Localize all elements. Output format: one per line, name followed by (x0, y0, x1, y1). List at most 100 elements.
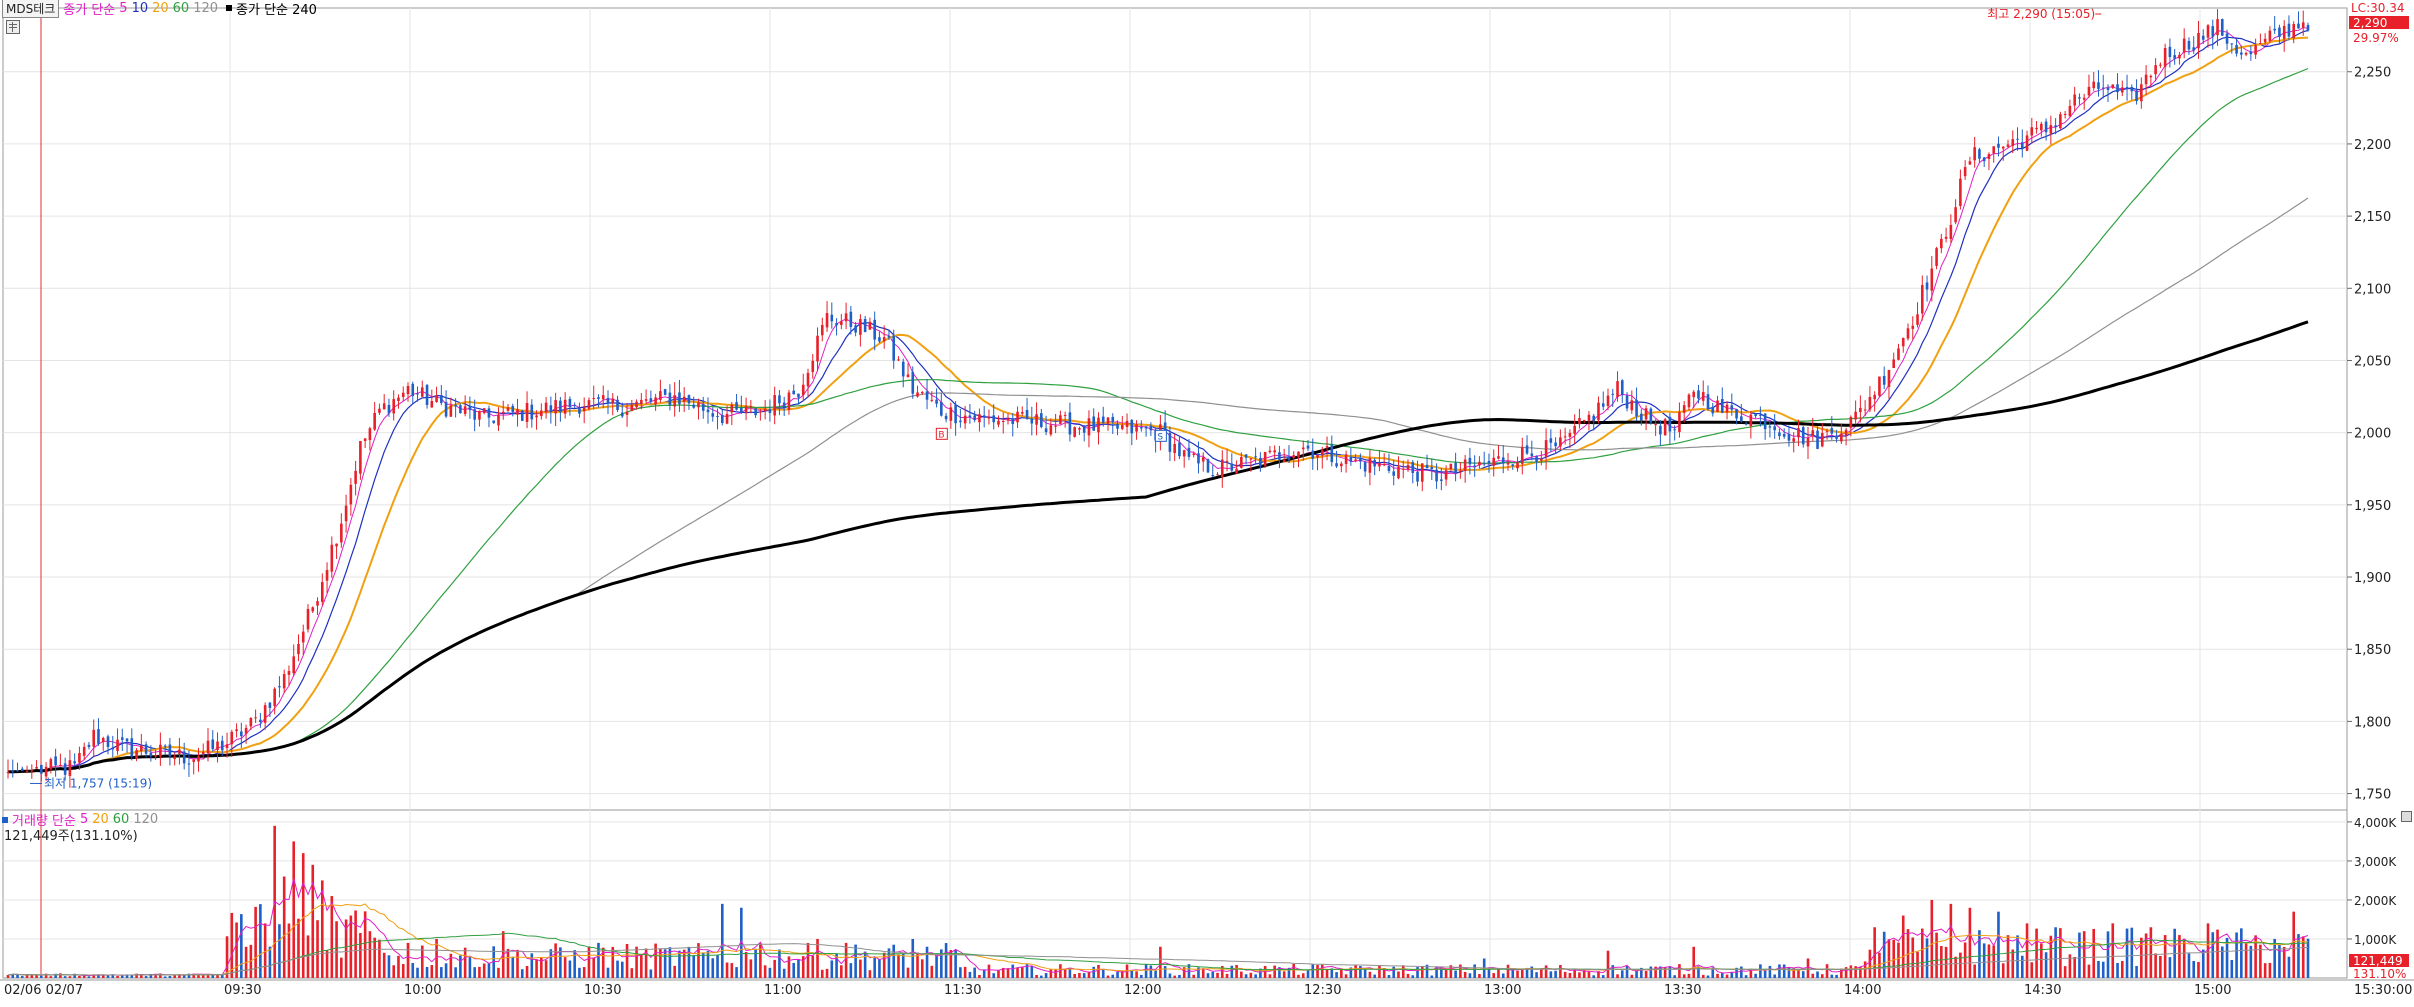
volume-bar (1540, 968, 1543, 978)
candle-body (1935, 248, 1938, 266)
volume-bar (559, 947, 562, 978)
volume-bar (1559, 965, 1562, 978)
volume-bar (206, 974, 210, 978)
volume-bar (1644, 971, 1648, 978)
volume-bar (2292, 911, 2296, 978)
candle-body (1711, 406, 1715, 414)
volume-bar (1678, 964, 1681, 978)
volume-bar (659, 948, 662, 978)
candle-body (492, 420, 496, 424)
volume-bar (192, 973, 196, 978)
candle-body (2216, 19, 2219, 36)
candle-body (1497, 456, 1500, 459)
volume-bar (387, 955, 391, 978)
volume-bar (2144, 933, 2148, 978)
candle-body (11, 770, 15, 772)
volume-bar (1397, 971, 1400, 978)
volume-bar (992, 973, 996, 978)
volume-bar (1030, 966, 1034, 978)
stock-name[interactable]: MDS테크 (2, 0, 60, 18)
volume-bar (392, 965, 396, 978)
volume-bar (2268, 962, 2272, 978)
volume-bar (849, 963, 853, 978)
volume-bar (1111, 974, 1115, 978)
volume-bar (1859, 966, 1862, 978)
candle-body (1344, 454, 1348, 464)
candle-body (2130, 87, 2134, 92)
volume-bar (906, 967, 910, 978)
candle-body (1778, 432, 1781, 437)
volume-bar (1640, 967, 1643, 978)
volume-bar (59, 973, 62, 978)
volume-bar (1835, 974, 1838, 978)
volume-bar (1606, 950, 1610, 978)
volume-bar (1116, 971, 1119, 978)
candle-body (387, 404, 391, 414)
candle-body (630, 405, 634, 411)
candle-body (425, 384, 429, 406)
volume-bar (335, 921, 338, 978)
volume-bar (601, 947, 605, 978)
volume-bar (968, 971, 972, 978)
toolbox-icon[interactable] (6, 20, 20, 34)
volume-bar (463, 947, 467, 978)
volume-bar (1097, 965, 1100, 978)
volume-bar (949, 950, 953, 978)
candle-body (1549, 438, 1553, 443)
candle-body (1792, 438, 1796, 442)
volume-tick-label: 4,000K (2354, 816, 2397, 830)
candle-body (1787, 433, 1791, 441)
candle-body (463, 406, 467, 414)
volume-bar (92, 974, 96, 978)
candle-body (1473, 465, 1476, 468)
volume-bar (744, 952, 748, 978)
volume-bar (2287, 956, 2291, 978)
volume-bar (997, 969, 1000, 978)
candle-body (2220, 19, 2224, 36)
candle-body (811, 360, 815, 372)
volume-bar (2301, 936, 2305, 978)
candle-body (392, 399, 396, 414)
volume-bar (1416, 967, 1419, 978)
volume-bar (711, 958, 715, 978)
volume-bar (520, 969, 524, 978)
candle-body (549, 405, 553, 412)
candle-body (1401, 468, 1405, 470)
volume-bar (311, 864, 315, 978)
volume-bar (1230, 965, 1234, 978)
candle-body (1459, 470, 1462, 473)
volume-bar (2106, 931, 2110, 978)
candle-body (282, 674, 286, 689)
candle-body (1025, 409, 1029, 419)
candle-body (930, 399, 934, 401)
volume-bar (2182, 938, 2186, 978)
candle-body (1959, 178, 1962, 206)
candle-body (497, 414, 500, 426)
volume-ma-60 (7, 932, 2309, 976)
candle-body (1259, 457, 1262, 467)
volume-bar (1554, 970, 1557, 978)
volume-ma-120 (7, 943, 2309, 976)
candle-body (1663, 419, 1667, 436)
candle-body (844, 313, 848, 322)
candle-body (2178, 54, 2181, 59)
volume-bar (2159, 955, 2162, 978)
candle-body (563, 399, 567, 414)
volume-bar (844, 942, 848, 978)
volume-bar (2154, 953, 2157, 978)
candle-body (935, 399, 938, 404)
candle-body (335, 543, 338, 547)
volume-bar (706, 950, 710, 978)
volume-bar (897, 954, 900, 978)
volume-bar (1816, 971, 1819, 978)
collapse-icon[interactable] (2401, 811, 2412, 822)
volume-bar (801, 956, 805, 978)
candle-body (2068, 106, 2072, 117)
volume-bar (1406, 973, 1410, 978)
volume-bar (1059, 964, 1062, 978)
volume-bar (140, 974, 143, 978)
lc-label: LC:30.34 (2351, 1, 2404, 15)
candle-body (554, 400, 557, 414)
volume-bar (1201, 969, 1205, 978)
candle-body (678, 392, 681, 405)
